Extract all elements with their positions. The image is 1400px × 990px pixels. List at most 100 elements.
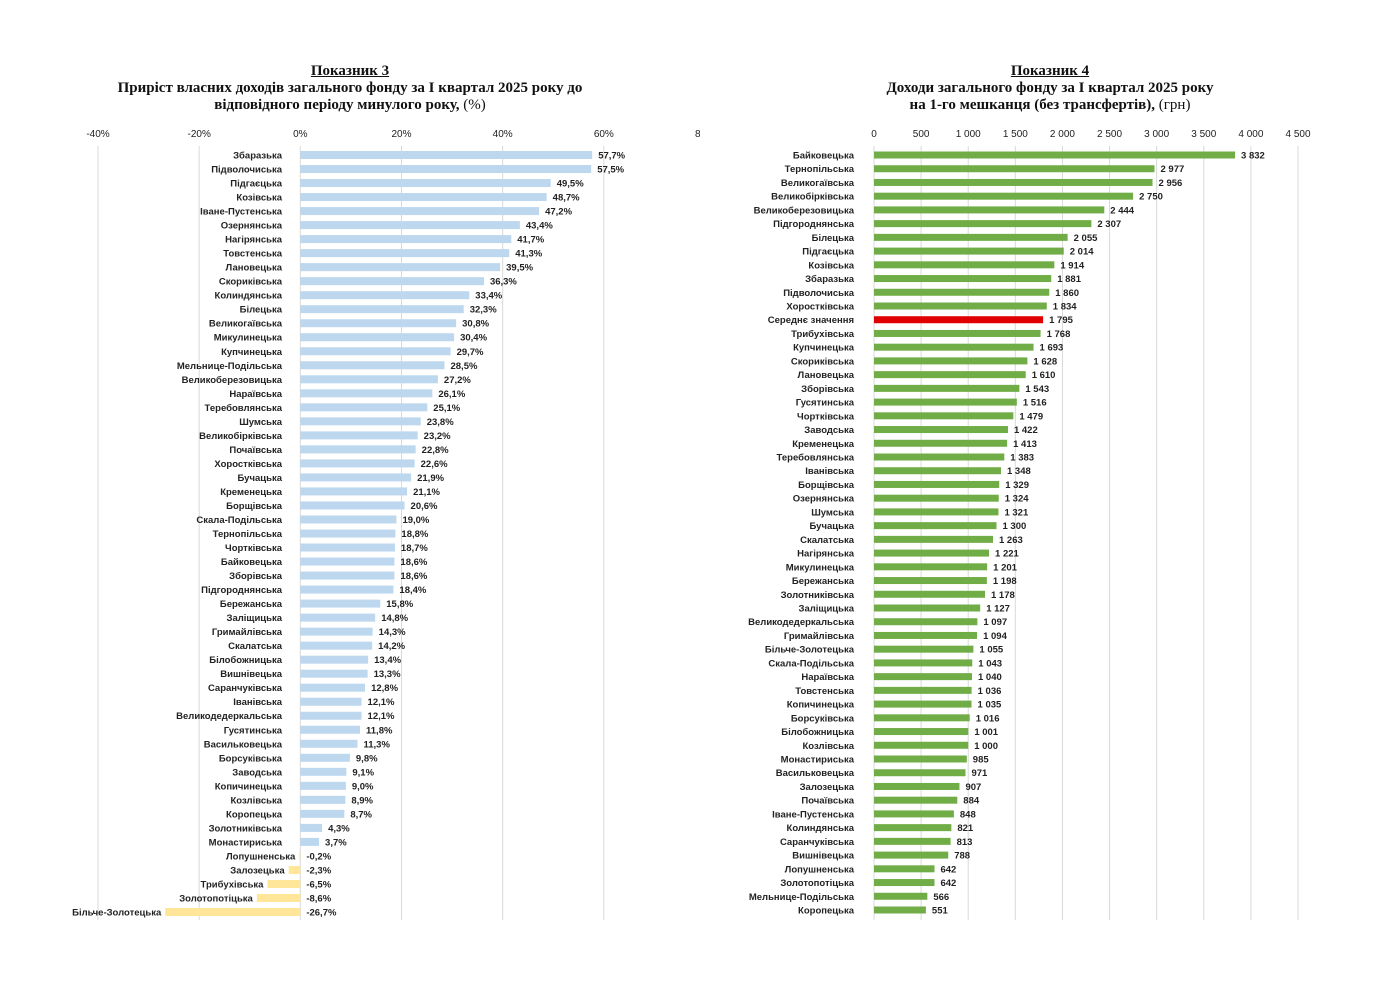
data-label: 1 628 (1033, 356, 1057, 367)
category-label: Борщівська (798, 480, 855, 491)
category-label: Монастириська (781, 755, 855, 766)
data-label: 1 221 (995, 549, 1019, 560)
data-label: 1 383 (1010, 453, 1034, 464)
data-label: 19,0% (402, 515, 429, 526)
bar (300, 179, 551, 188)
data-label: 14,8% (381, 613, 408, 624)
category-label: Байковецька (793, 151, 855, 162)
bar (874, 467, 1002, 475)
bar (874, 426, 1008, 434)
chart2-subtitle-line1: Доходи загального фонду за І квартал 202… (886, 80, 1214, 96)
data-label: 884 (963, 796, 980, 807)
bar (874, 302, 1047, 310)
bar (300, 585, 394, 594)
category-label: Козівська (808, 260, 854, 271)
category-label: Великодедеркальська (176, 711, 283, 722)
category-label: Нараївська (801, 672, 854, 683)
data-label: 2 307 (1097, 219, 1121, 230)
bar (300, 417, 421, 426)
bar (300, 277, 484, 286)
data-label: 48,7% (553, 193, 580, 204)
bar (874, 316, 1044, 324)
data-label: 18,4% (399, 585, 426, 596)
bar (300, 809, 345, 818)
data-label: 4,3% (328, 823, 350, 834)
bar (300, 543, 395, 552)
data-label: 551 (932, 906, 949, 917)
category-label: Підгаєцька (230, 179, 282, 190)
bar (874, 879, 935, 887)
bar (874, 371, 1026, 379)
data-label: 8,7% (350, 809, 372, 820)
bar (874, 275, 1052, 283)
data-label: 1 321 (1004, 507, 1028, 518)
data-label: 1 097 (983, 617, 1007, 628)
chart1-unit: (%) (463, 97, 486, 113)
bar (874, 673, 972, 681)
x-tick-label: 0 (871, 129, 877, 140)
data-label: 25,1% (433, 403, 460, 414)
category-label: Підгаєцька (802, 247, 854, 258)
bar (874, 851, 949, 859)
bar (300, 613, 376, 622)
data-label: 1 043 (978, 658, 1002, 669)
data-label: 1 860 (1055, 288, 1079, 299)
bar (300, 473, 412, 482)
category-label: Більче-Золотецька (72, 908, 162, 919)
category-label: Саранчуківська (208, 683, 283, 694)
x-tick-label: 20% (391, 129, 411, 140)
data-label: 30,4% (460, 333, 487, 344)
bar (300, 725, 361, 734)
data-label: 1 263 (999, 535, 1023, 546)
data-label: 26,1% (438, 389, 465, 400)
data-label: 33,4% (475, 291, 502, 302)
bar (874, 549, 990, 557)
data-label: 18,6% (400, 557, 427, 568)
category-label: Великогаївська (781, 178, 855, 189)
category-label: Золотопотіцька (780, 878, 854, 889)
category-label: Колиндянська (787, 823, 855, 834)
bar (300, 445, 416, 454)
bar (300, 515, 397, 524)
category-label: Почаївська (229, 445, 282, 456)
category-label: Залозецька (230, 865, 285, 876)
bar (300, 529, 396, 538)
bar (874, 837, 951, 845)
category-label: Бережанська (792, 576, 855, 587)
data-label: 1 040 (978, 672, 1002, 683)
data-label: 12,1% (368, 697, 395, 708)
bar (874, 522, 997, 530)
bar (874, 439, 1008, 447)
category-label: Байковецька (221, 557, 283, 568)
category-label: Вишнівецька (792, 851, 854, 862)
bar (874, 700, 972, 708)
data-label: 21,9% (417, 473, 444, 484)
data-label: 15,8% (386, 599, 413, 610)
category-label: Саранчуківська (780, 837, 855, 848)
category-label: Мельнице-Подільська (749, 892, 855, 903)
chart1-subtitle-line2: відповідного періоду минулого року, (%) (0, 97, 700, 114)
data-label: 3 832 (1241, 151, 1265, 162)
data-label: 1 795 (1049, 315, 1073, 326)
category-label: Трибухівська (791, 329, 855, 340)
bar (874, 329, 1041, 337)
category-label: Заводська (804, 425, 854, 436)
chart2-title-block: Показник 4 Доходи загального фонду за І … (700, 63, 1400, 114)
bar (874, 865, 935, 873)
data-label: 985 (973, 755, 990, 766)
category-label: Копичинецька (787, 700, 855, 711)
category-label: Козлівська (802, 741, 854, 752)
category-label: Іванівська (805, 466, 854, 477)
bar (874, 741, 969, 749)
data-label: 1 693 (1040, 343, 1064, 354)
category-label: Підгороднянська (773, 219, 855, 230)
bar (300, 781, 346, 790)
bar (874, 755, 967, 763)
category-label: Залозецька (800, 782, 855, 793)
bar (874, 384, 1020, 392)
category-label: Заводська (232, 767, 282, 778)
bar (874, 577, 987, 585)
bar (874, 192, 1134, 200)
bar (300, 235, 512, 244)
data-label: 39,5% (506, 263, 533, 274)
